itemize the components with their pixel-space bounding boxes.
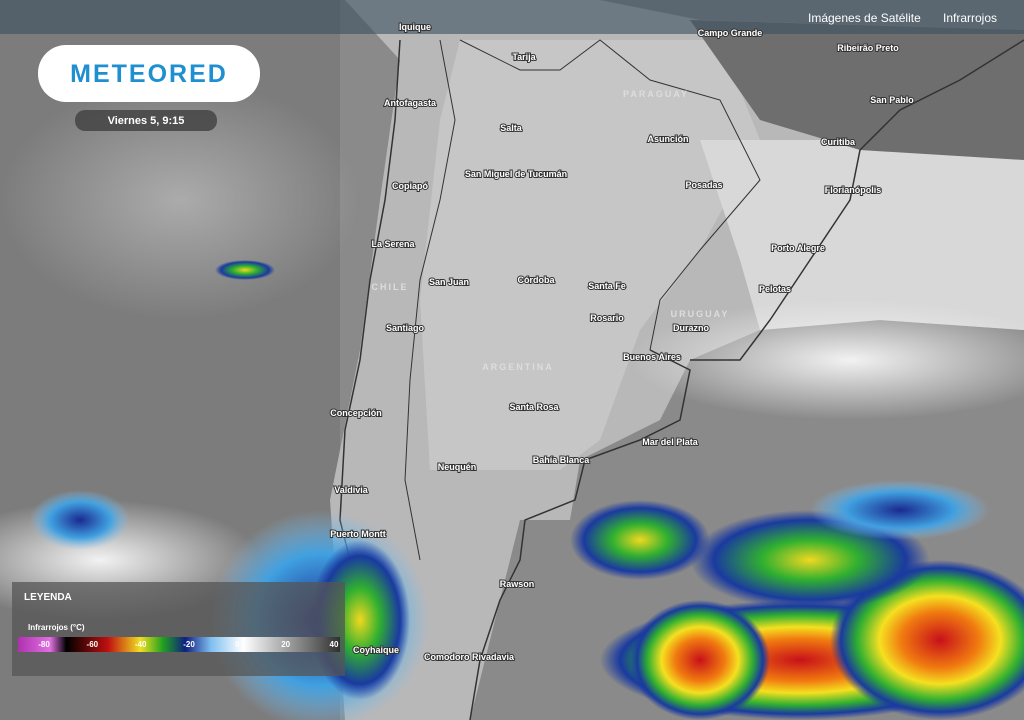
country-label: ARGENTINA (482, 362, 554, 372)
dark-area (690, 20, 1024, 160)
city-label: Antofagasta (384, 98, 437, 108)
city-label: Tarija (512, 52, 536, 62)
legend-scale-title: Infrarrojos (°C) (28, 623, 85, 632)
city-label: Curitiba (821, 137, 856, 147)
legend-tick: 20 (281, 640, 290, 649)
city-label: Asunción (647, 134, 688, 144)
city-label: Santa Fe (588, 281, 626, 291)
city-label: Puerto Montt (330, 529, 386, 539)
city-label: Coyhaique (353, 645, 399, 655)
legend-tick: 0 (235, 640, 240, 649)
city-label: Santiago (386, 323, 425, 333)
city-label: Salta (500, 123, 523, 133)
city-label: Rawson (500, 579, 535, 589)
city-label: Córdoba (518, 275, 556, 285)
cloud (0, 80, 360, 320)
legend (12, 582, 345, 676)
logo-pill (38, 45, 260, 102)
city-label: Neuquén (438, 462, 477, 472)
city-label: Buenos Aires (623, 352, 681, 362)
top-bar (0, 0, 1024, 34)
date-pill (75, 110, 217, 131)
country-label: URUGUAY (671, 309, 730, 319)
city-label: San Miguel de Tucumán (465, 169, 567, 179)
clouds-brazil (700, 140, 1024, 330)
city-label: La Serena (371, 239, 415, 249)
city-label: Campo Grande (698, 28, 763, 38)
city-label: Concepción (330, 408, 382, 418)
storm (215, 260, 275, 280)
city-label: Rosario (590, 313, 624, 323)
cloud (630, 300, 1024, 420)
storm (810, 480, 990, 540)
border (459, 39, 761, 351)
city-label: Florianópolis (825, 185, 882, 195)
city-label: Valdivia (334, 485, 369, 495)
city-label: Porto Alegre (771, 243, 825, 253)
legend-tick: -20 (183, 640, 195, 649)
city-label: Comodoro Rivadavia (424, 652, 515, 662)
storm (30, 490, 130, 550)
city-label: Posadas (685, 180, 722, 190)
country-label: CHILE (372, 282, 409, 292)
legend-title: LEYENDA (24, 592, 72, 603)
color-bar (18, 637, 340, 652)
city-label: Durazno (673, 323, 710, 333)
country-label: PARAGUAY (623, 89, 689, 99)
city-label: Mar del Plata (642, 437, 699, 447)
labels: Iquique Campo Grande Ribeirão Preto Tarija A… (329, 21, 915, 663)
coastline (339, 39, 401, 561)
legend-tick: -40 (135, 640, 147, 649)
city-label: Ribeirão Preto (837, 43, 899, 53)
legend-tick: -60 (87, 640, 99, 649)
legend-tick: -80 (38, 640, 50, 649)
city-label: Bahía Blanca (533, 455, 591, 465)
city-label: Copiapó (392, 181, 428, 191)
border (404, 39, 456, 561)
city-label: San Juan (429, 277, 469, 287)
storm (570, 500, 710, 580)
coastline (690, 39, 1024, 361)
logo[interactable]: METEORED (70, 60, 228, 88)
layer-title[interactable]: Infrarrojos (943, 11, 997, 25)
city-label: San Pablo (870, 95, 914, 105)
city-label: Iquique (399, 22, 431, 32)
land-plains (420, 40, 760, 470)
datetime: Viernes 5, 9:15 (108, 115, 185, 127)
city-label: Santa Rosa (509, 402, 559, 412)
legend-tick: 40 (330, 640, 339, 649)
section-title[interactable]: Imágenes de Satélite (808, 11, 921, 25)
coastline (469, 349, 691, 720)
city-label: Pelotas (759, 284, 791, 294)
storm (630, 600, 770, 720)
